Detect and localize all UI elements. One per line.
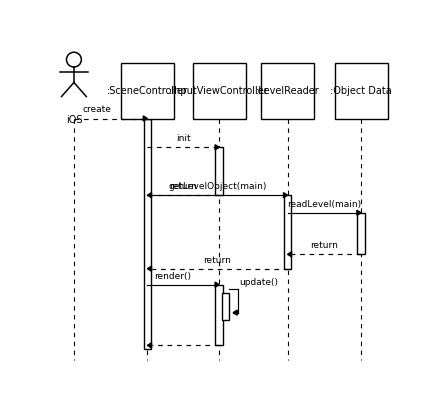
Polygon shape xyxy=(147,193,152,198)
Polygon shape xyxy=(284,193,288,198)
FancyBboxPatch shape xyxy=(193,63,246,119)
Text: init: init xyxy=(176,134,191,143)
FancyBboxPatch shape xyxy=(215,285,223,345)
FancyBboxPatch shape xyxy=(284,195,292,269)
Text: return: return xyxy=(310,241,338,250)
Text: create: create xyxy=(82,105,112,115)
Text: :SceneController: :SceneController xyxy=(107,85,188,95)
FancyBboxPatch shape xyxy=(357,213,365,254)
FancyBboxPatch shape xyxy=(215,147,223,195)
Polygon shape xyxy=(143,116,147,121)
FancyBboxPatch shape xyxy=(221,293,229,320)
FancyBboxPatch shape xyxy=(144,119,151,349)
Polygon shape xyxy=(147,343,152,348)
Text: update(): update() xyxy=(239,278,278,287)
Text: :Object Data: :Object Data xyxy=(330,85,392,95)
Text: :InputViewController: :InputViewController xyxy=(169,85,269,95)
Text: getLevelObject(main): getLevelObject(main) xyxy=(168,182,267,191)
Text: readLevel(main): readLevel(main) xyxy=(287,200,361,209)
Text: iOS: iOS xyxy=(66,115,82,125)
Polygon shape xyxy=(357,210,361,215)
Polygon shape xyxy=(215,145,219,150)
Polygon shape xyxy=(147,266,152,271)
Text: return: return xyxy=(204,256,232,264)
Text: return: return xyxy=(169,182,197,191)
Polygon shape xyxy=(233,310,237,315)
FancyBboxPatch shape xyxy=(121,63,174,119)
Polygon shape xyxy=(215,282,219,287)
FancyBboxPatch shape xyxy=(261,63,314,119)
FancyBboxPatch shape xyxy=(335,63,388,119)
Polygon shape xyxy=(288,252,292,257)
Text: render(): render() xyxy=(154,271,191,281)
Text: :LevelReader: :LevelReader xyxy=(256,85,319,95)
